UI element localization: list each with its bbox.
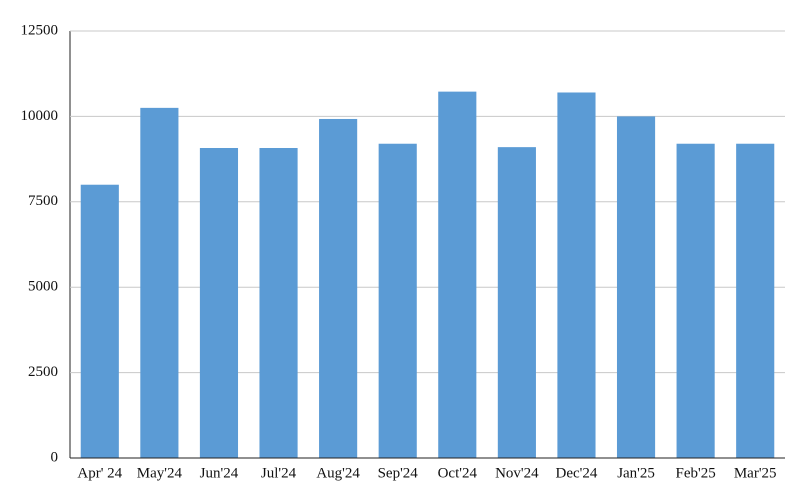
- x-tick-label: Mar'25: [734, 465, 777, 481]
- bar: [676, 143, 715, 458]
- x-tick-label: Sep'24: [378, 465, 419, 481]
- bar: [199, 147, 239, 459]
- y-tick-label: 7500: [28, 193, 58, 209]
- bar: [259, 147, 298, 459]
- x-tick-label: Oct'24: [438, 465, 478, 481]
- bar: [557, 92, 596, 458]
- y-tick-label: 5000: [28, 279, 58, 295]
- x-tick-label: Dec'24: [556, 465, 598, 481]
- x-tick-label: Aug'24: [316, 465, 360, 481]
- y-tick-label: 2500: [28, 364, 58, 380]
- y-tick-label: 10000: [21, 108, 59, 124]
- y-tick-label: 12500: [21, 22, 59, 38]
- x-tick-label: Apr' 24: [77, 465, 122, 481]
- bar: [378, 143, 417, 458]
- bar: [80, 184, 119, 458]
- bar: [736, 143, 775, 458]
- y-tick-label: 0: [51, 449, 59, 465]
- bar: [438, 91, 477, 458]
- x-tick-label: May'24: [137, 465, 183, 481]
- bar: [616, 116, 656, 459]
- x-tick-label: Feb'25: [676, 465, 716, 481]
- bar: [140, 107, 179, 459]
- bar: [319, 118, 358, 458]
- x-tick-label: Jun'24: [200, 465, 239, 481]
- bar: [497, 147, 536, 459]
- x-tick-label: Jan'25: [617, 465, 655, 481]
- x-tick-label: Nov'24: [495, 465, 539, 481]
- x-tick-label: Jul'24: [261, 465, 297, 481]
